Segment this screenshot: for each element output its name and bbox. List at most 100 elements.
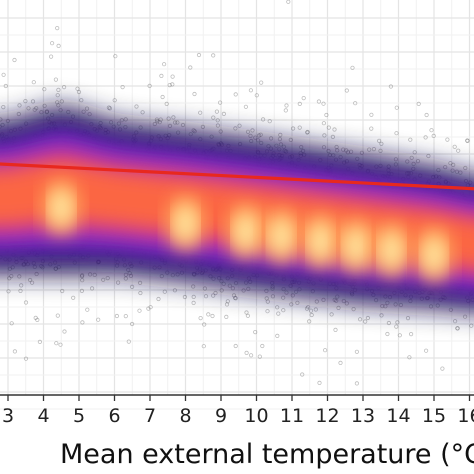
scatter-point [354,349,359,354]
scatter-point [79,288,85,293]
scatter-point [85,307,90,312]
scatter-point [12,57,17,63]
scatter-point [405,315,411,321]
scatter-point [281,295,286,300]
scatter-point [23,356,29,361]
scatter-point [333,327,338,332]
scatter-point [321,121,326,126]
scatter-point [304,306,310,311]
scatter-point [62,329,67,334]
x-tick-label: 5 [73,405,85,427]
scatter-point [164,101,169,107]
scatter-point [75,86,80,91]
scatter-point [56,87,61,93]
scatter-point [313,307,318,312]
scatter-point [123,117,128,122]
scatter-point [275,305,280,310]
x-tick-label: 4 [37,405,49,427]
scatter-point [408,137,413,142]
scatter-point [30,99,36,104]
scatter-point [233,92,238,97]
scatter-point [297,125,302,130]
density-core [270,218,293,255]
scatter-point [60,288,65,294]
x-tick-label: 6 [108,405,120,427]
scatter-point [365,315,370,321]
scatter-point [307,319,312,324]
scatter-point [218,100,223,105]
scatter-point [49,41,55,46]
scatter-point [353,101,358,106]
scatter-point [202,322,207,327]
scatter-point [270,294,275,299]
scatter-point [324,112,329,118]
scatter-point [305,129,310,135]
scatter-point [6,289,11,294]
scatter-point [258,132,263,137]
density-core [344,228,367,265]
scatter-point [134,104,139,109]
scatter-point [96,317,101,322]
scatter-point [412,150,417,155]
scatter-point [379,141,384,146]
scatter-point [167,123,173,129]
scatter-point [171,115,176,120]
scatter-point [344,301,349,306]
scatter-point [80,273,85,278]
scatter-point [37,339,43,344]
scatter-point [224,314,229,319]
x-tick-label: 14 [386,405,410,427]
scatter-point [59,99,64,104]
scatter-point [259,80,264,85]
scatter-point [354,381,359,386]
scatter-point [0,117,3,122]
scatter-point [314,299,319,304]
scatter-point [351,306,356,312]
scatter-point [265,299,270,304]
scatter-point [257,354,262,359]
scatter-point [130,284,135,289]
scatter-point [394,324,399,329]
scatter-point [29,280,35,285]
scatter-point [196,52,202,58]
scatter-point [162,62,167,67]
scatter-point [321,297,326,302]
scatter-point [268,136,274,141]
scatter-point [23,99,28,104]
scatter-point [215,118,220,123]
scatter-point [264,296,269,301]
scatter-point [455,326,460,331]
scatter-point [300,372,305,377]
scatter-point [206,312,211,317]
scatter-point [465,138,470,143]
scatter-point [469,323,474,328]
scatter-point [225,299,230,304]
scatter-point [224,302,230,307]
scatter-point [295,300,300,305]
scatter-point [336,305,341,310]
scatter-point [114,313,120,319]
scatter-point [116,280,121,285]
scatter-point [56,103,61,108]
scatter-point [42,103,47,108]
x-tick-label: 3 [2,405,14,427]
scatter-point [180,122,186,128]
scatter-point [198,315,203,321]
scatter-point [241,288,246,293]
scatter-point [233,126,238,131]
scatter-point [260,343,265,349]
x-tick-label: 11 [280,405,304,427]
scatter-point [334,144,339,150]
scatter-point [90,286,95,291]
scatter-point [123,313,128,319]
scatter-point [215,123,220,128]
scatter-point [456,148,461,153]
scatter-point [407,355,412,360]
scatter-point [188,65,193,70]
scatter-point [54,341,59,346]
scatter-point [126,339,131,344]
scatter-point [383,304,388,309]
scatter-point [267,119,272,124]
scatter-point [48,54,54,59]
scatter-point [275,333,280,338]
